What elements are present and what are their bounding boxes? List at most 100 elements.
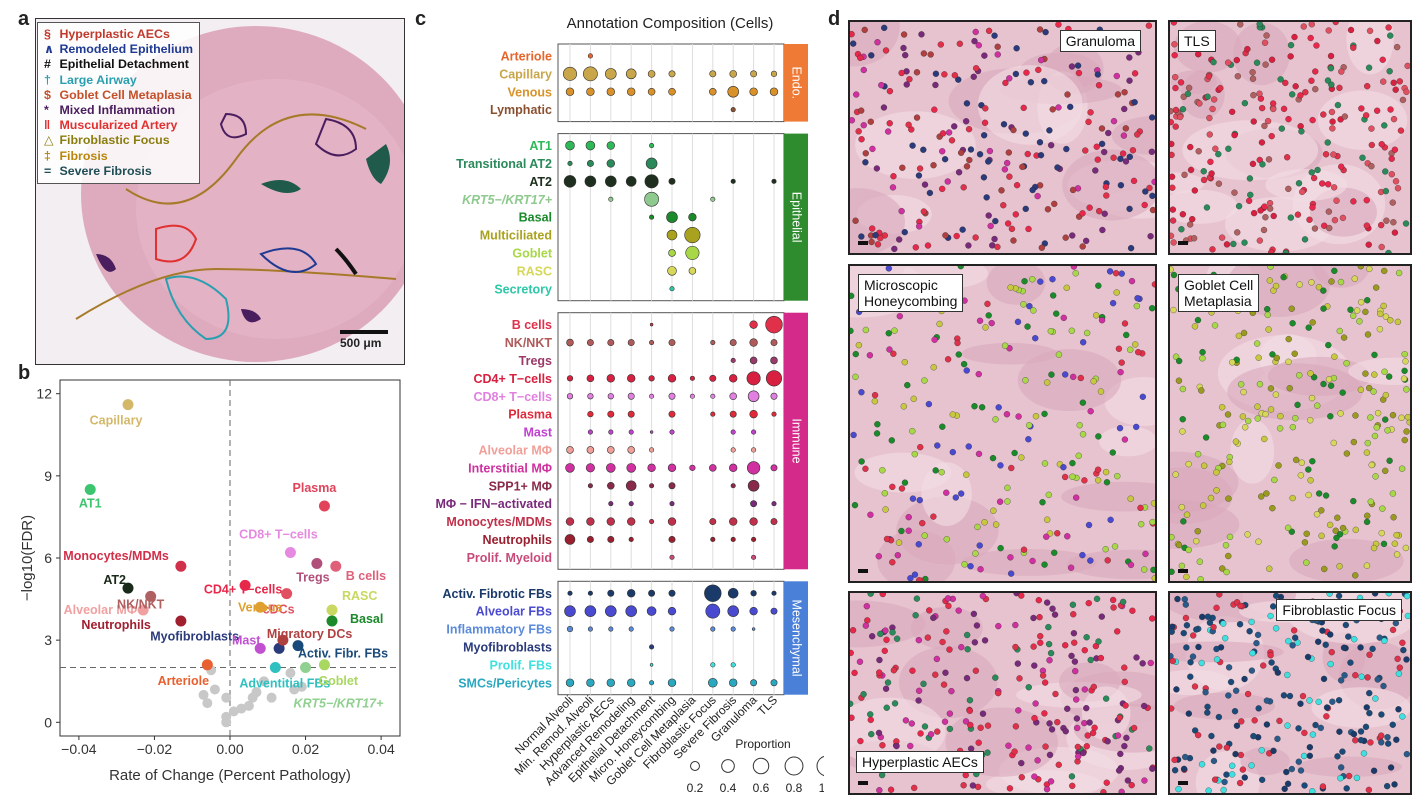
- group-frame: [557, 312, 785, 570]
- cell-dot: [1069, 601, 1077, 608]
- cell-dot: [927, 51, 934, 58]
- dot-mark: [562, 66, 578, 81]
- dot-mark: [608, 626, 614, 632]
- cell-dot: [1030, 307, 1037, 314]
- dot-mark: [751, 554, 757, 560]
- dot-mark: [626, 463, 636, 473]
- cell-dot: [966, 697, 974, 704]
- cell-dot: [1197, 576, 1204, 581]
- tissue-texture: [1311, 687, 1410, 728]
- cell-dot: [1256, 237, 1263, 244]
- cell-dot: [1327, 660, 1334, 668]
- cell-dot: [1292, 415, 1299, 422]
- cell-dot: [983, 194, 990, 201]
- cell-dot: [938, 469, 945, 476]
- cell-dot: [1261, 122, 1268, 130]
- cell-dot: [940, 681, 948, 688]
- cell-dot: [1404, 612, 1410, 620]
- cell-dot: [1039, 499, 1046, 506]
- cell-dot: [1272, 625, 1280, 632]
- dot-mark: [730, 178, 736, 184]
- cell-dot: [1387, 32, 1394, 39]
- cell-dot: [860, 66, 867, 74]
- cell-dot: [1253, 639, 1260, 647]
- cell-dot: [1221, 778, 1228, 786]
- dot-mark: [607, 481, 615, 490]
- cell-dot: [960, 360, 968, 368]
- cell-dot: [944, 595, 952, 602]
- dot-mark: [607, 339, 615, 347]
- cell-dot: [1263, 721, 1271, 728]
- cell-dot: [1193, 626, 1200, 633]
- cell-dot: [984, 749, 991, 756]
- cell-dot: [992, 521, 1000, 528]
- cell-dot: [1287, 53, 1294, 60]
- cell-dot: [1134, 131, 1141, 138]
- cell-dot: [1145, 22, 1153, 29]
- cell-dot: [1226, 533, 1234, 541]
- dot-mark: [668, 410, 676, 418]
- cell-dot: [973, 65, 980, 72]
- chart-point: [221, 692, 232, 703]
- cell-dot: [1043, 786, 1051, 793]
- dot-mark: [584, 605, 597, 617]
- chart-point: [318, 500, 330, 512]
- cell-dot: [1262, 214, 1269, 221]
- cell-dot: [1299, 188, 1306, 196]
- cell-dot: [1103, 695, 1110, 702]
- dot-mark: [749, 356, 758, 365]
- cell-dot: [1286, 692, 1294, 700]
- cell-dot: [1276, 425, 1284, 432]
- cell-dot: [1331, 543, 1338, 550]
- point-label: Venous: [238, 600, 283, 614]
- cell-dot: [1328, 649, 1335, 656]
- cell-dot: [850, 117, 856, 124]
- cell-dot: [939, 638, 946, 646]
- dot-mark: [649, 143, 655, 149]
- cell-dot: [1217, 84, 1224, 92]
- cell-dot: [1219, 404, 1226, 411]
- cell-dot: [919, 519, 926, 527]
- cell-dot: [1069, 473, 1076, 480]
- cell-dot: [1232, 438, 1240, 445]
- row-label: Goblet: [512, 246, 552, 260]
- cell-dot: [915, 637, 922, 644]
- cell-dot: [1322, 492, 1330, 499]
- dot-mark: [649, 483, 655, 489]
- cell-dot: [1171, 41, 1178, 48]
- cell-dot: [1083, 237, 1090, 245]
- cell-dot: [1336, 327, 1343, 335]
- cell-dot: [941, 156, 949, 163]
- cell-dot: [891, 245, 898, 253]
- cell-dot: [1339, 214, 1347, 222]
- cell-dot: [1307, 34, 1314, 42]
- cell-dot: [1309, 458, 1316, 465]
- cell-dot: [1319, 627, 1326, 634]
- cell-dot: [1313, 42, 1320, 49]
- cell-dot: [1042, 28, 1049, 36]
- point-label: Neutrophils: [81, 618, 150, 632]
- dot-mark: [729, 463, 738, 473]
- cell-dot: [1069, 782, 1076, 789]
- cell-dot: [1092, 167, 1099, 174]
- cell-dot: [1297, 767, 1305, 774]
- cell-dot: [1178, 226, 1185, 233]
- cell-dot: [1014, 318, 1022, 325]
- cell-dot: [1273, 354, 1280, 362]
- cell-dot: [1249, 69, 1256, 76]
- dot-mark: [746, 371, 761, 386]
- cell-dot: [1248, 618, 1255, 626]
- dot-mark: [770, 356, 778, 365]
- cell-dot: [1268, 132, 1275, 140]
- cell-dot: [1289, 642, 1296, 649]
- cell-dot: [957, 266, 964, 270]
- dot-mark: [669, 626, 675, 632]
- cell-dot: [909, 428, 916, 435]
- cell-dot: [1229, 108, 1236, 115]
- dot-mark: [587, 590, 593, 596]
- cell-dot: [976, 151, 984, 158]
- cell-dot: [988, 319, 995, 327]
- cell-dot: [932, 81, 939, 89]
- cell-dot: [1260, 226, 1268, 234]
- cell-dot: [850, 431, 857, 439]
